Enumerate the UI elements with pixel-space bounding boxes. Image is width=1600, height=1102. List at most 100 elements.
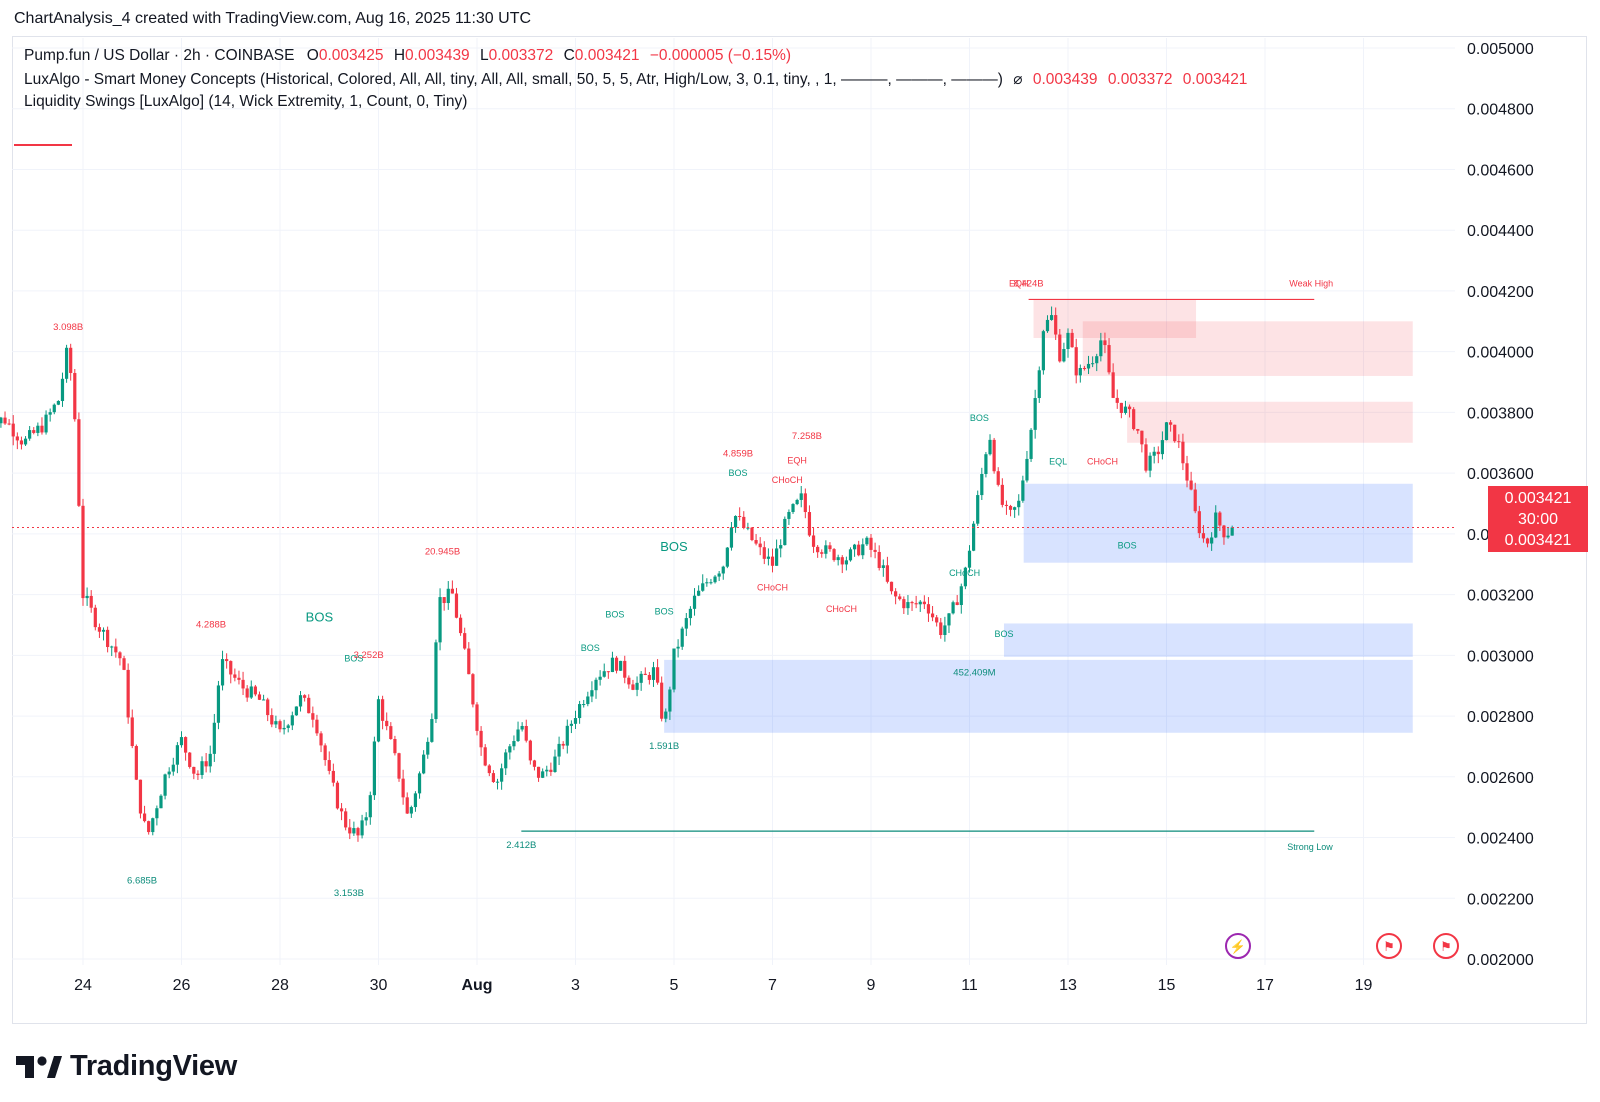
candle-body[interactable]	[676, 646, 680, 649]
candle-body[interactable]	[1029, 429, 1033, 459]
candle-body[interactable]	[1058, 334, 1062, 362]
candle-body[interactable]	[758, 543, 762, 548]
candle-body[interactable]	[220, 659, 225, 686]
candle-body[interactable]	[1189, 480, 1193, 490]
candle-body[interactable]	[1127, 406, 1132, 410]
candle-body[interactable]	[335, 782, 340, 809]
candle-body[interactable]	[73, 372, 77, 420]
candle-body[interactable]	[582, 704, 586, 706]
candle-body[interactable]	[122, 658, 126, 670]
candle-body[interactable]	[922, 601, 926, 605]
us-flag-icon[interactable]	[1433, 933, 1459, 959]
candle-body[interactable]	[385, 720, 389, 727]
candle-body[interactable]	[590, 690, 594, 697]
candle-body[interactable]	[861, 544, 865, 556]
candle-body[interactable]	[344, 811, 348, 828]
candle-body[interactable]	[918, 601, 922, 605]
candle-body[interactable]	[1193, 489, 1197, 512]
candle-body[interactable]	[188, 752, 192, 767]
indicator-legend-smc[interactable]: LuxAlgo - Smart Money Concepts (Historic…	[24, 70, 1247, 89]
candle-body[interactable]	[972, 523, 976, 551]
candle-body[interactable]	[28, 430, 32, 439]
candle-body[interactable]	[631, 684, 635, 690]
candle-body[interactable]	[639, 673, 643, 683]
candle-body[interactable]	[134, 746, 138, 780]
candle-body[interactable]	[303, 695, 307, 698]
candle-body[interactable]	[1008, 505, 1013, 510]
candle-body[interactable]	[294, 706, 299, 716]
candle-body[interactable]	[1123, 406, 1128, 413]
candle-body[interactable]	[1054, 315, 1058, 335]
candle-body[interactable]	[947, 613, 951, 626]
candle-body[interactable]	[36, 425, 40, 433]
candle-body[interactable]	[1066, 332, 1070, 350]
candle-body[interactable]	[184, 737, 188, 753]
candle-body[interactable]	[479, 730, 483, 748]
candle-body[interactable]	[171, 764, 175, 772]
candle-body[interactable]	[237, 677, 241, 680]
candle-body[interactable]	[274, 721, 278, 725]
candle-body[interactable]	[795, 499, 799, 505]
candle-body[interactable]	[278, 721, 282, 730]
candle-body[interactable]	[491, 773, 496, 783]
candle-body[interactable]	[840, 557, 844, 565]
candle-body[interactable]	[196, 773, 200, 776]
candle-body[interactable]	[885, 565, 890, 582]
candle-body[interactable]	[902, 599, 906, 609]
candle-body[interactable]	[1099, 340, 1103, 357]
candle-body[interactable]	[561, 743, 565, 746]
candle-body[interactable]	[1156, 451, 1160, 455]
candle-body[interactable]	[816, 546, 820, 553]
candle-body[interactable]	[578, 704, 582, 719]
candle-body[interactable]	[229, 661, 233, 675]
candle-body[interactable]	[1197, 511, 1201, 534]
symbol-legend[interactable]: Pump.fun / US Dollar · 2h · COINBASE O0.…	[24, 47, 791, 65]
candle-body[interactable]	[733, 515, 738, 528]
candle-body[interactable]	[15, 436, 19, 441]
candle-body[interactable]	[988, 439, 992, 455]
candle-body[interactable]	[1037, 370, 1041, 399]
candle-body[interactable]	[225, 659, 229, 662]
candle-body[interactable]	[126, 669, 130, 718]
candle-body[interactable]	[368, 795, 372, 818]
candle-body[interactable]	[463, 633, 467, 649]
candle-body[interactable]	[959, 586, 963, 605]
candle-body[interactable]	[446, 588, 450, 604]
candle-body[interactable]	[1070, 332, 1074, 348]
candle-body[interactable]	[1000, 484, 1004, 505]
candle-body[interactable]	[1181, 441, 1185, 464]
candle-body[interactable]	[680, 628, 684, 647]
candle-body[interactable]	[1173, 424, 1177, 442]
candle-body[interactable]	[1078, 368, 1082, 376]
candle-body[interactable]	[32, 430, 36, 433]
candle-body[interactable]	[1062, 349, 1066, 362]
candle-body[interactable]	[738, 515, 742, 517]
candle-body[interactable]	[528, 740, 532, 761]
candle-body[interactable]	[454, 593, 459, 618]
candle-body[interactable]	[594, 679, 598, 691]
candle-body[interactable]	[266, 699, 270, 716]
candle-body[interactable]	[1160, 440, 1164, 455]
candle-body[interactable]	[520, 725, 524, 730]
candle-body[interactable]	[487, 765, 491, 774]
candle-body[interactable]	[376, 699, 381, 742]
candle-body[interactable]	[356, 828, 360, 836]
candle-body[interactable]	[541, 771, 545, 778]
candle-body[interactable]	[204, 761, 208, 767]
candle-body[interactable]	[179, 737, 184, 746]
candle-body[interactable]	[799, 493, 803, 500]
candle-body[interactable]	[438, 597, 442, 643]
candle-body[interactable]	[820, 552, 824, 554]
candle-body[interactable]	[692, 595, 697, 609]
candle-body[interactable]	[1152, 451, 1156, 456]
candle-body[interactable]	[114, 646, 118, 653]
candle-body[interactable]	[261, 699, 266, 701]
candle-body[interactable]	[754, 540, 758, 544]
candle-body[interactable]	[118, 652, 122, 659]
candle-body[interactable]	[664, 711, 668, 719]
candle-body[interactable]	[233, 674, 237, 678]
candle-body[interactable]	[393, 739, 397, 754]
candle-body[interactable]	[307, 697, 311, 714]
candle-body[interactable]	[1210, 537, 1214, 544]
candle-body[interactable]	[142, 813, 147, 822]
